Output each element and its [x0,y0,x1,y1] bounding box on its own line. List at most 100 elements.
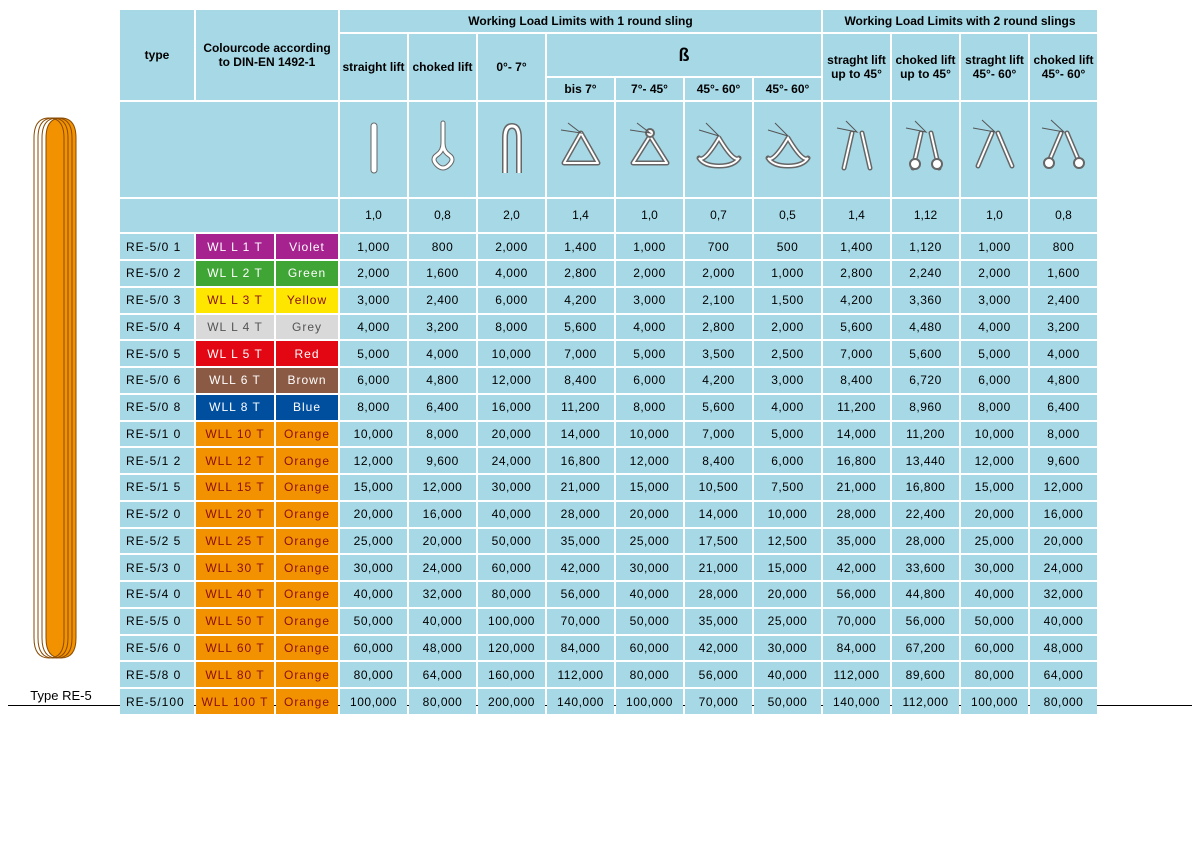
factor-6: 0,5 [754,199,821,233]
cell-value: 7,000 [685,422,752,447]
cell-wll: WLL 20 T [196,502,274,527]
cell-value: 6,400 [1030,395,1097,420]
factor-blank [120,199,338,233]
cell-value: 5,600 [547,315,614,340]
hdr-c1-2: 0°- 7° [478,34,545,100]
cell-value: 28,000 [823,502,890,527]
cell-value: 3,000 [616,288,683,313]
cell-value: 3,000 [754,368,821,393]
config-two-open-wide-icon [961,102,1028,197]
hdr-beta-2: 45°- 60° [685,78,752,100]
cell-value: 15,000 [754,555,821,580]
cell-value: 4,000 [340,315,407,340]
cell-value: 11,200 [547,395,614,420]
cell-value: 5,600 [685,395,752,420]
cell-value: 6,000 [616,368,683,393]
left-column: Type RE-5 [8,8,114,703]
cell-value: 3,000 [340,288,407,313]
factor-4: 1,0 [616,199,683,233]
cell-value: 20,000 [961,502,1028,527]
config-tri-choked-icon [616,102,683,197]
cell-value: 10,000 [616,422,683,447]
cell-value: 1,000 [754,261,821,286]
cell-value: 3,360 [892,288,959,313]
cell-value: 100,000 [961,689,1028,714]
cell-colorname: Green [276,261,338,286]
cell-colorname: Red [276,341,338,366]
cell-value: 12,000 [1030,475,1097,500]
cell-value: 16,000 [478,395,545,420]
cell-colorname: Orange [276,475,338,500]
cell-value: 9,600 [409,448,476,473]
cell-value: 16,800 [823,448,890,473]
cell-type: RE-5/4 0 [120,582,194,607]
hdr-beta: ß [547,34,821,76]
cell-wll: WL L 1 T [196,234,274,259]
cell-value: 35,000 [547,529,614,554]
table-row: RE-5/1 5WLL 15 TOrange15,00012,00030,000… [120,475,1097,500]
cell-value: 84,000 [823,636,890,661]
cell-value: 56,000 [892,609,959,634]
config-tri-wide2-icon [754,102,821,197]
factor-1: 0,8 [409,199,476,233]
cell-value: 33,600 [892,555,959,580]
cell-value: 500 [754,234,821,259]
cell-value: 4,000 [754,395,821,420]
cell-value: 4,200 [823,288,890,313]
cell-value: 4,800 [409,368,476,393]
cell-value: 30,000 [340,555,407,580]
cell-value: 25,000 [961,529,1028,554]
cell-value: 28,000 [685,582,752,607]
cell-colorname: Orange [276,609,338,634]
cell-type: RE-5/0 6 [120,368,194,393]
cell-value: 70,000 [823,609,890,634]
cell-value: 30,000 [616,555,683,580]
cell-value: 200,000 [478,689,545,714]
cell-value: 28,000 [892,529,959,554]
cell-value: 16,800 [547,448,614,473]
cell-value: 2,100 [685,288,752,313]
cell-wll: WLL 30 T [196,555,274,580]
cell-value: 24,000 [1030,555,1097,580]
cell-value: 30,000 [961,555,1028,580]
cell-colorname: Orange [276,662,338,687]
table-row: RE-5/100WLL 100 TOrange100,00080,000200,… [120,689,1097,714]
cell-value: 2,240 [892,261,959,286]
cell-value: 5,000 [961,341,1028,366]
cell-colorname: Orange [276,636,338,661]
cell-type: RE-5/1 5 [120,475,194,500]
cell-value: 60,000 [961,636,1028,661]
cell-value: 15,000 [340,475,407,500]
cell-value: 70,000 [547,609,614,634]
cell-value: 112,000 [823,662,890,687]
hdr-beta-3: 45°- 60° [754,78,821,100]
cell-value: 2,000 [616,261,683,286]
cell-value: 4,000 [961,315,1028,340]
cell-value: 1,400 [547,234,614,259]
cell-value: 4,800 [1030,368,1097,393]
cell-value: 12,000 [961,448,1028,473]
cell-value: 14,000 [823,422,890,447]
cell-value: 140,000 [823,689,890,714]
cell-value: 1,000 [616,234,683,259]
cell-wll: WLL 40 T [196,582,274,607]
table-row: RE-5/4 0WLL 40 TOrange40,00032,00080,000… [120,582,1097,607]
cell-value: 140,000 [547,689,614,714]
hdr-c1-0: straight lift [340,34,407,100]
cell-value: 40,000 [616,582,683,607]
config-tri-open-icon [547,102,614,197]
cell-type: RE-5/3 0 [120,555,194,580]
cell-value: 80,000 [1030,689,1097,714]
hdr-c2-0: straght lift up to 45° [823,34,890,100]
cell-value: 160,000 [478,662,545,687]
cell-value: 30,000 [478,475,545,500]
cell-value: 42,000 [547,555,614,580]
cell-value: 6,000 [961,368,1028,393]
cell-value: 7,500 [754,475,821,500]
cell-value: 5,000 [340,341,407,366]
cell-wll: WLL 25 T [196,529,274,554]
table-row: RE-5/3 0WLL 30 TOrange30,00024,00060,000… [120,555,1097,580]
cell-value: 42,000 [685,636,752,661]
table-header: type Colourcode according to DIN-EN 1492… [120,10,1097,100]
cell-value: 56,000 [547,582,614,607]
